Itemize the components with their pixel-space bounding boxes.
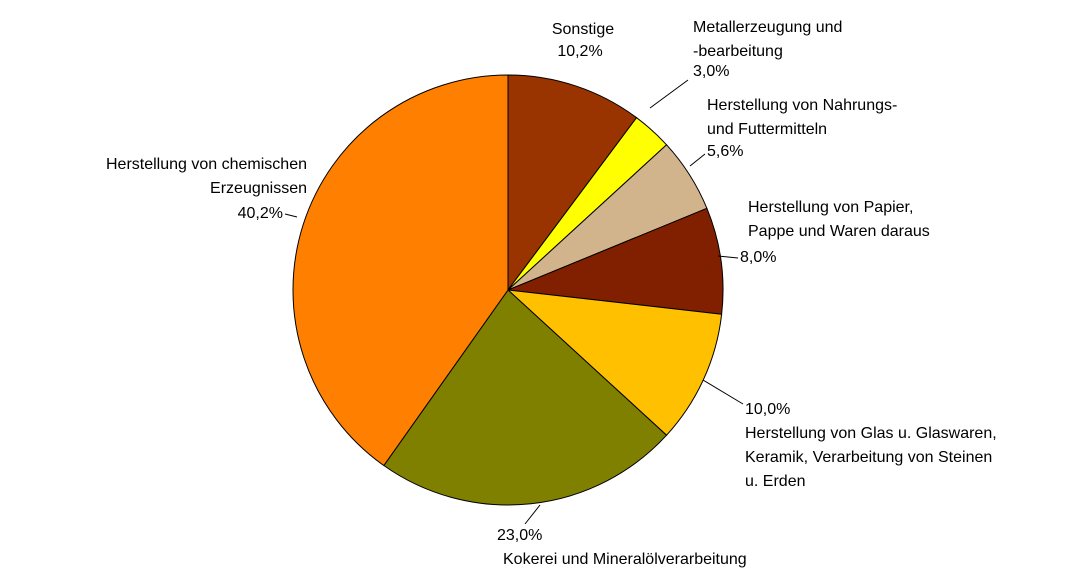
leader-line: [689, 153, 706, 167]
value-label: 10,0%: [745, 401, 790, 418]
value-label: 10,2%: [557, 43, 602, 60]
leader-line: [524, 504, 541, 525]
slice-label: Herstellung von Papier, Pappe und Waren d…: [748, 199, 930, 240]
pie-slice: [507, 74, 638, 292]
pie-slice: [506, 289, 723, 436]
slice-label: Herstellung von Nahrungs-und Futtermitte…: [707, 97, 897, 138]
value-label: 5,6%: [707, 143, 743, 160]
value-label: 8,0%: [740, 249, 776, 266]
value-label: 40,2%: [238, 205, 283, 222]
slice-label: Kokerei und Mineralölverarbeitung: [503, 551, 747, 568]
value-label: 3,0%: [693, 63, 729, 80]
slice-label: Herstellung von chemischen Erzeugnissen: [106, 156, 307, 197]
pie-slice: [507, 207, 724, 315]
leader-line: [702, 379, 744, 405]
pie-slice: [383, 289, 668, 506]
leader-line: [284, 213, 298, 218]
value-label: 23,0%: [497, 527, 542, 544]
slice-label: Herstellung von Glas u. Glaswaren, Kerami…: [745, 425, 997, 490]
slice-label: Metallerzeugung und -bearbeitung: [693, 19, 842, 60]
leader-line: [649, 79, 689, 109]
slice-label: Sonstige: [552, 21, 614, 38]
leader-line: [717, 255, 739, 259]
pie-slice: [292, 74, 509, 467]
